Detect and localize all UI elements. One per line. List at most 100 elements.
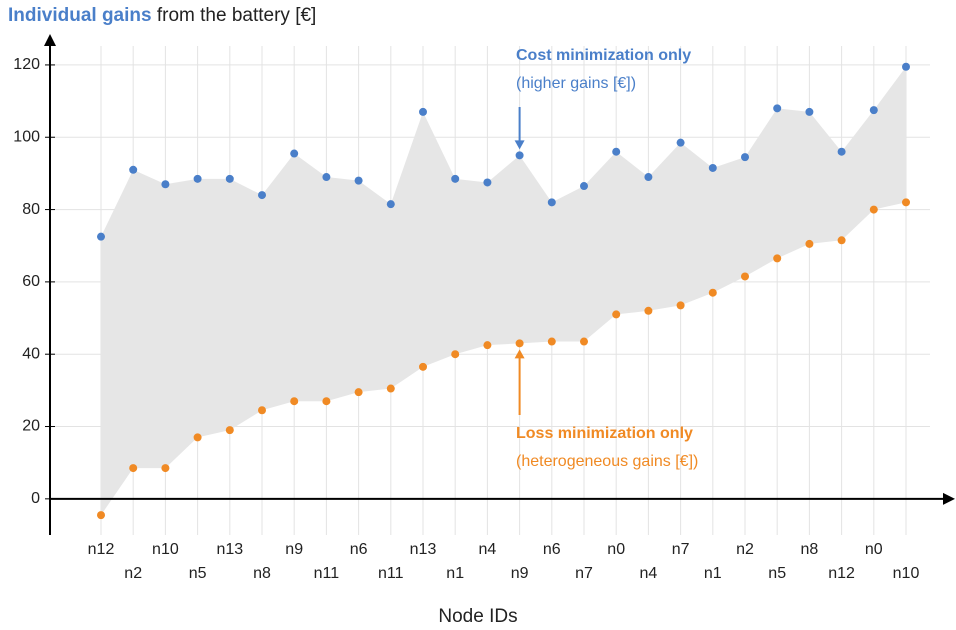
point (483, 341, 492, 350)
plot: 0 20 40 60 80 100 120 n12 n2 n10 n5 n13 n8 n9 n11 n6 n11… (13, 34, 955, 582)
point (869, 205, 878, 214)
range-band (101, 66, 906, 516)
point (612, 147, 621, 156)
x-tick-label: n6 (543, 541, 561, 558)
annotation-cost-note: (higher gains [€]) (516, 75, 636, 92)
y-tick-label: 20 (22, 418, 40, 435)
y-tick-label: 60 (22, 273, 40, 290)
point (193, 433, 202, 442)
title-rest: from the battery [€] (157, 5, 316, 26)
x-tick-label: n1 (446, 565, 464, 582)
x-tick-label: n9 (511, 565, 529, 582)
x-tick-label: n2 (124, 565, 142, 582)
arrow-cost-head (514, 140, 525, 150)
annotation-loss: Loss minimization only (516, 425, 693, 442)
point (837, 236, 846, 245)
point (644, 173, 653, 182)
x-tick-label: n8 (253, 565, 271, 582)
x-tick-label: n0 (607, 541, 625, 558)
point (225, 426, 234, 435)
point (225, 174, 234, 183)
point (161, 464, 170, 473)
x-tick-label: n4 (479, 541, 497, 558)
point (290, 149, 299, 158)
x-tick-label: n12 (88, 541, 115, 558)
point (547, 198, 556, 207)
point (515, 151, 524, 160)
arrow-loss-head (514, 349, 525, 359)
annotation-cost: Cost minimization only (516, 47, 691, 64)
point (483, 178, 492, 187)
point (773, 254, 782, 263)
point (386, 384, 395, 393)
point (902, 62, 910, 71)
x-tick-label: n6 (350, 541, 368, 558)
point (161, 180, 170, 189)
point (354, 176, 363, 185)
x-tick-label: n7 (575, 565, 593, 582)
y-tick-label: 100 (13, 128, 40, 145)
x-tick-label: n1 (704, 565, 722, 582)
point (97, 232, 105, 241)
x-tick-label: n5 (768, 565, 786, 582)
point (837, 147, 846, 156)
x-tick-label: n11 (314, 565, 340, 582)
point (741, 153, 749, 162)
point (708, 163, 717, 172)
x-tick-label: n12 (828, 565, 855, 582)
y-axis-arrow (44, 34, 56, 46)
point (612, 310, 621, 319)
x-tick-label: n5 (189, 565, 207, 582)
x-axis-arrow (943, 492, 955, 505)
point (805, 239, 814, 248)
point (580, 337, 588, 346)
point (258, 191, 266, 200)
y-tick-label: 80 (22, 201, 40, 218)
point (547, 337, 556, 346)
point (193, 174, 202, 183)
title-bold: Individual gains (8, 5, 152, 26)
x-tick-label: n10 (893, 565, 920, 582)
point (451, 350, 460, 359)
x-tick-label: n8 (801, 541, 819, 558)
x-tick-label: n10 (152, 541, 179, 558)
x-tick-label: n0 (865, 541, 883, 558)
point (515, 339, 524, 348)
point (354, 388, 363, 397)
point (129, 165, 138, 174)
x-tick-label: n13 (216, 541, 243, 558)
point (322, 397, 331, 406)
point (676, 301, 685, 310)
point (708, 288, 717, 297)
point (97, 511, 105, 520)
point (580, 182, 588, 191)
point (258, 406, 266, 415)
point (129, 464, 138, 473)
point (676, 138, 685, 147)
point (290, 397, 299, 406)
y-tick-label: 120 (13, 56, 40, 73)
x-axis-label: Node IDs (438, 606, 517, 627)
x-tick-label: n9 (285, 541, 303, 558)
x-tick-label: n2 (736, 541, 754, 558)
point (741, 272, 749, 281)
y-tick-label: 40 (22, 345, 40, 362)
point (805, 107, 814, 116)
x-tick-label: n13 (410, 541, 437, 558)
point (451, 174, 460, 183)
annotation-loss-note: (heterogeneous gains [€]) (516, 453, 698, 470)
y-tick-label: 0 (31, 490, 40, 507)
point (869, 106, 878, 115)
point (773, 104, 782, 113)
point (322, 173, 331, 182)
chart-title: Individual gains from the battery [€] (8, 5, 316, 26)
point (902, 198, 910, 207)
x-tick-label: n11 (378, 565, 404, 582)
point (419, 362, 427, 371)
point (419, 107, 427, 116)
point (386, 200, 395, 209)
x-tick-label: n7 (672, 541, 690, 558)
point (644, 306, 653, 315)
